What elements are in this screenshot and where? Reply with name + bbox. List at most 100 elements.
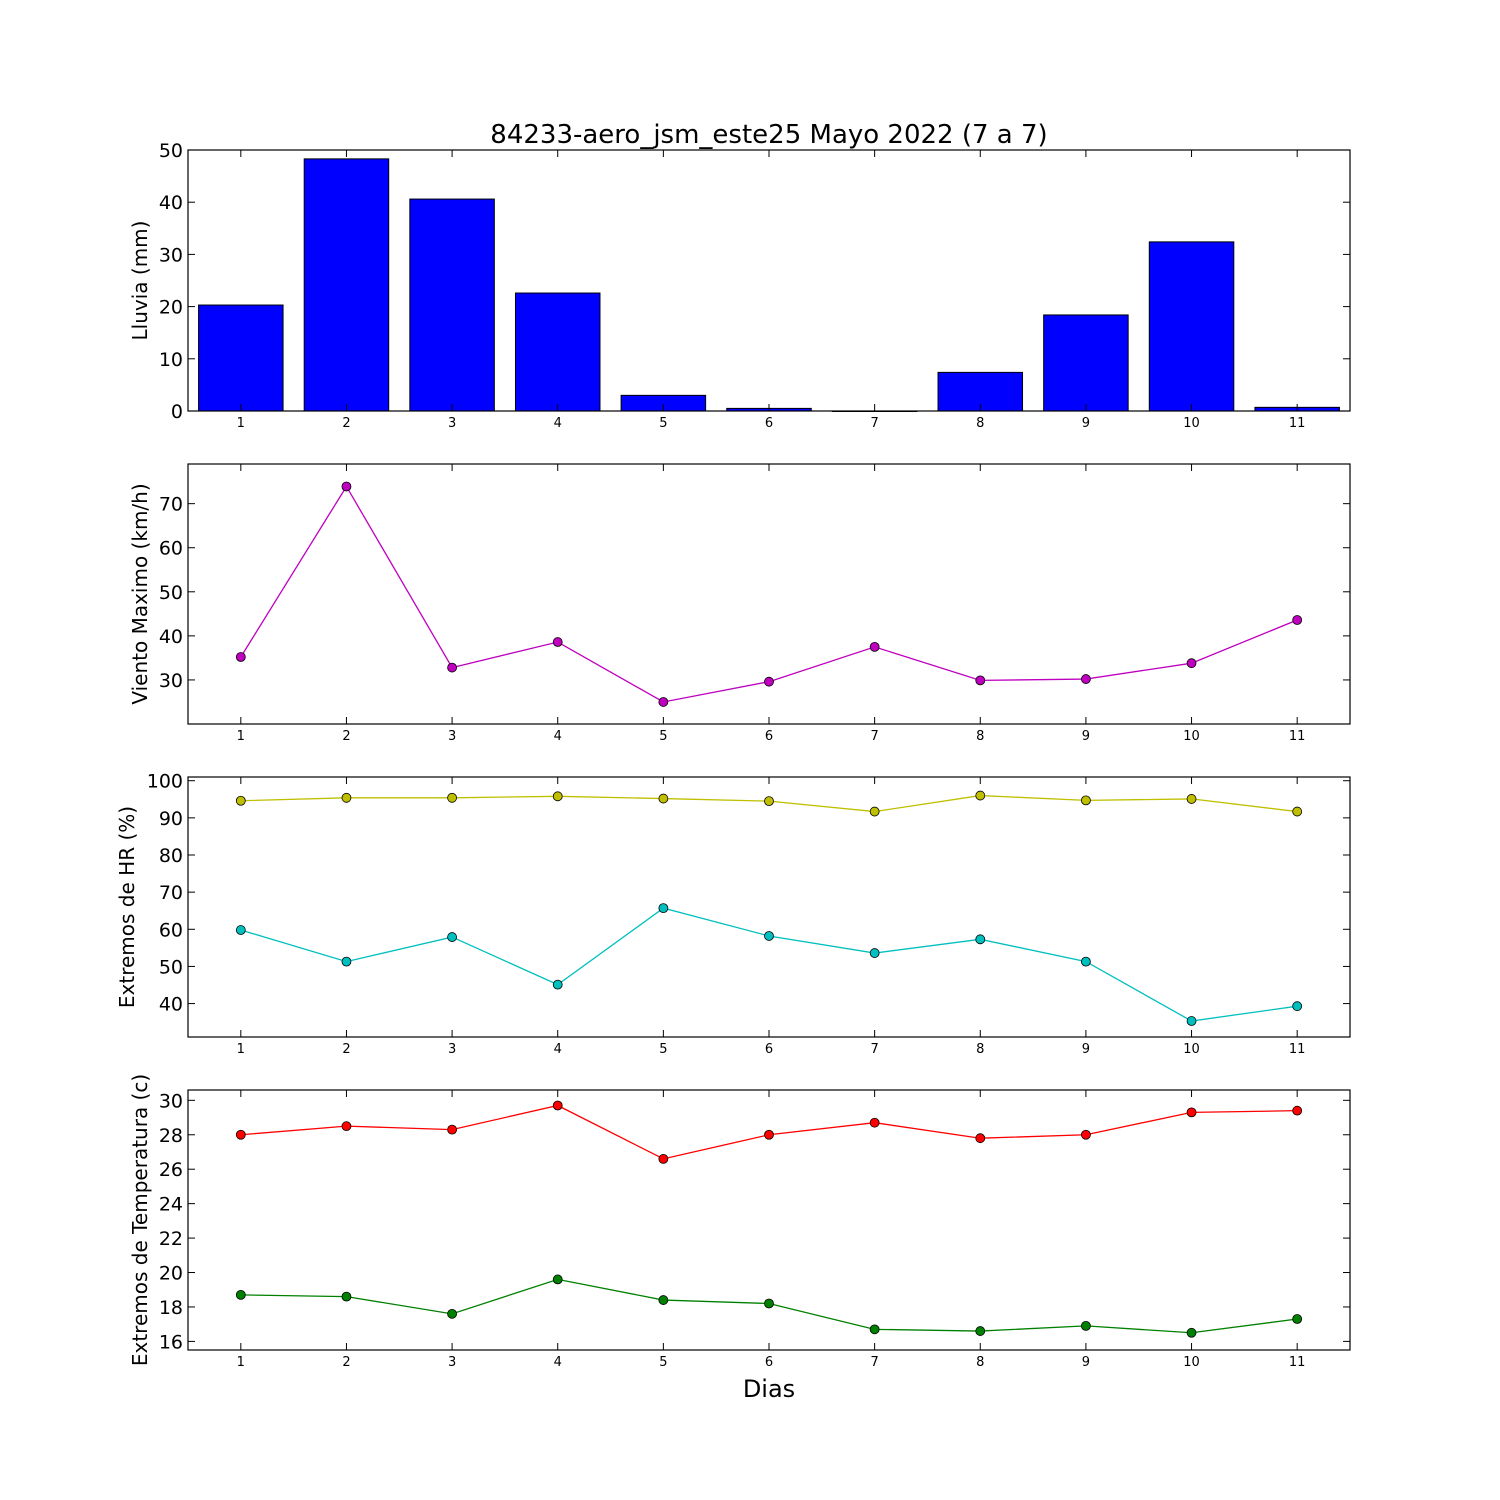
data-point <box>1081 1129 1091 1140</box>
x-tick-label: 2 <box>342 1355 350 1370</box>
data-point <box>235 1129 246 1140</box>
x-tick-label: 9 <box>1082 1355 1090 1370</box>
bar <box>514 292 601 412</box>
data-point <box>658 793 669 804</box>
y-tick-label: 28 <box>159 1125 183 1147</box>
y-tick-label: 40 <box>159 192 183 214</box>
data-point <box>658 697 669 707</box>
x-tick-label: 4 <box>554 1355 562 1370</box>
data-point <box>975 934 986 945</box>
x-tick-label: 8 <box>976 729 984 744</box>
y-tick-label: 70 <box>159 494 183 516</box>
x-tick-label: 2 <box>342 729 350 744</box>
bar <box>1043 314 1129 412</box>
x-tick-label: 10 <box>1183 1355 1200 1370</box>
x-tick-label: 7 <box>870 1042 878 1057</box>
y-tick-label: 70 <box>159 882 183 904</box>
x-tick-label: 2 <box>342 416 350 431</box>
data-point <box>341 956 352 967</box>
data-point <box>1186 1327 1197 1338</box>
data-point <box>1081 674 1091 684</box>
panel-4: 16 18 20 22 24 26 28 30 1 2 3 4 5 6 7 8 9 10 11 Extremos de… <box>128 1074 1351 1370</box>
data-point <box>1081 795 1091 806</box>
y-tick-label: 24 <box>159 1194 183 1216</box>
bar <box>1148 241 1235 412</box>
x-tick-label: 7 <box>870 416 878 431</box>
y-tick-label: 60 <box>159 538 183 560</box>
data-point <box>869 641 880 652</box>
x-tick-label: 5 <box>659 416 667 431</box>
data-point <box>1292 615 1303 625</box>
data-point <box>447 792 457 803</box>
data-point <box>1186 1016 1197 1026</box>
data-point <box>1292 806 1303 817</box>
data-point <box>235 1290 246 1300</box>
y-tick-label: 30 <box>159 244 183 266</box>
data-point <box>235 652 246 662</box>
x-axis-label: Dias <box>743 1375 795 1403</box>
data-point <box>1081 956 1091 967</box>
data-point <box>869 1117 880 1128</box>
x-tick-label: 8 <box>976 416 984 431</box>
y-tick-label: 80 <box>159 845 183 867</box>
x-tick-label: 3 <box>448 1042 456 1057</box>
data-point <box>975 1326 986 1336</box>
x-tick-label: 4 <box>554 1042 562 1057</box>
data-point <box>447 662 457 673</box>
data-point <box>764 1129 774 1140</box>
x-tick-label: 4 <box>554 416 562 431</box>
x-tick-label: 10 <box>1183 1042 1200 1057</box>
axes-frame <box>187 776 1351 1038</box>
data-point <box>658 903 669 914</box>
x-tick-label: 11 <box>1289 1042 1306 1057</box>
data-point <box>1186 794 1197 804</box>
y-tick-label: 30 <box>159 1090 183 1112</box>
data-point <box>447 1308 457 1319</box>
data-point <box>552 979 563 990</box>
x-tick-label: 9 <box>1082 416 1090 431</box>
x-tick-label: 1 <box>237 729 245 744</box>
data-point <box>764 676 774 687</box>
y-tick-label: 100 <box>147 771 183 793</box>
x-tick-label: 8 <box>976 1042 984 1057</box>
x-tick-label: 8 <box>976 1355 984 1370</box>
y-tick-label: 16 <box>159 1331 183 1353</box>
x-tick-label: 7 <box>870 729 878 744</box>
x-tick-label: 1 <box>237 1355 245 1370</box>
x-tick-label: 1 <box>237 416 245 431</box>
y-tick-label: 40 <box>159 626 183 648</box>
x-tick-label: 7 <box>870 1355 878 1370</box>
y-tick-label: 20 <box>159 1263 183 1285</box>
panel-3: 40 50 60 70 80 90 100 1 2 3 4 5 6 7 8 9 10 11 Extremos de … <box>115 771 1351 1057</box>
x-tick-label: 6 <box>765 1042 773 1057</box>
y-axis-label: Extremos de Temperatura (c) <box>128 1074 152 1366</box>
x-tick-label: 2 <box>342 1042 350 1057</box>
x-tick-label: 4 <box>554 729 562 744</box>
chart-title: 84233-aero_jsm_este25 Mayo 2022 (7 a 7) <box>490 120 1047 150</box>
series-line-2 <box>240 907 1298 1022</box>
data-point <box>869 948 880 958</box>
x-tick-label: 9 <box>1082 1042 1090 1057</box>
data-point <box>341 1291 352 1302</box>
data-point <box>447 1124 457 1135</box>
x-tick-label: 6 <box>765 416 773 431</box>
data-point <box>975 1133 986 1144</box>
x-tick-label: 5 <box>659 1355 667 1370</box>
data-point <box>764 931 774 941</box>
x-tick-label: 6 <box>765 1355 773 1370</box>
x-tick-label: 3 <box>448 416 456 431</box>
data-point <box>975 790 986 801</box>
bar <box>409 198 495 412</box>
data-point <box>975 675 986 686</box>
x-tick-label: 11 <box>1289 1355 1306 1370</box>
y-tick-label: 10 <box>159 349 183 371</box>
bar <box>303 158 390 412</box>
x-tick-label: 5 <box>659 729 667 744</box>
x-tick-label: 11 <box>1289 416 1306 431</box>
data-point <box>1081 1320 1091 1331</box>
data-point <box>341 792 352 803</box>
x-tick-label: 5 <box>659 1042 667 1057</box>
panel-2: 30 40 50 60 70 1 2 3 4 5 6 7 8 9 10 11 Viento Maximo (km… <box>128 463 1351 744</box>
y-tick-label: 60 <box>159 919 183 941</box>
